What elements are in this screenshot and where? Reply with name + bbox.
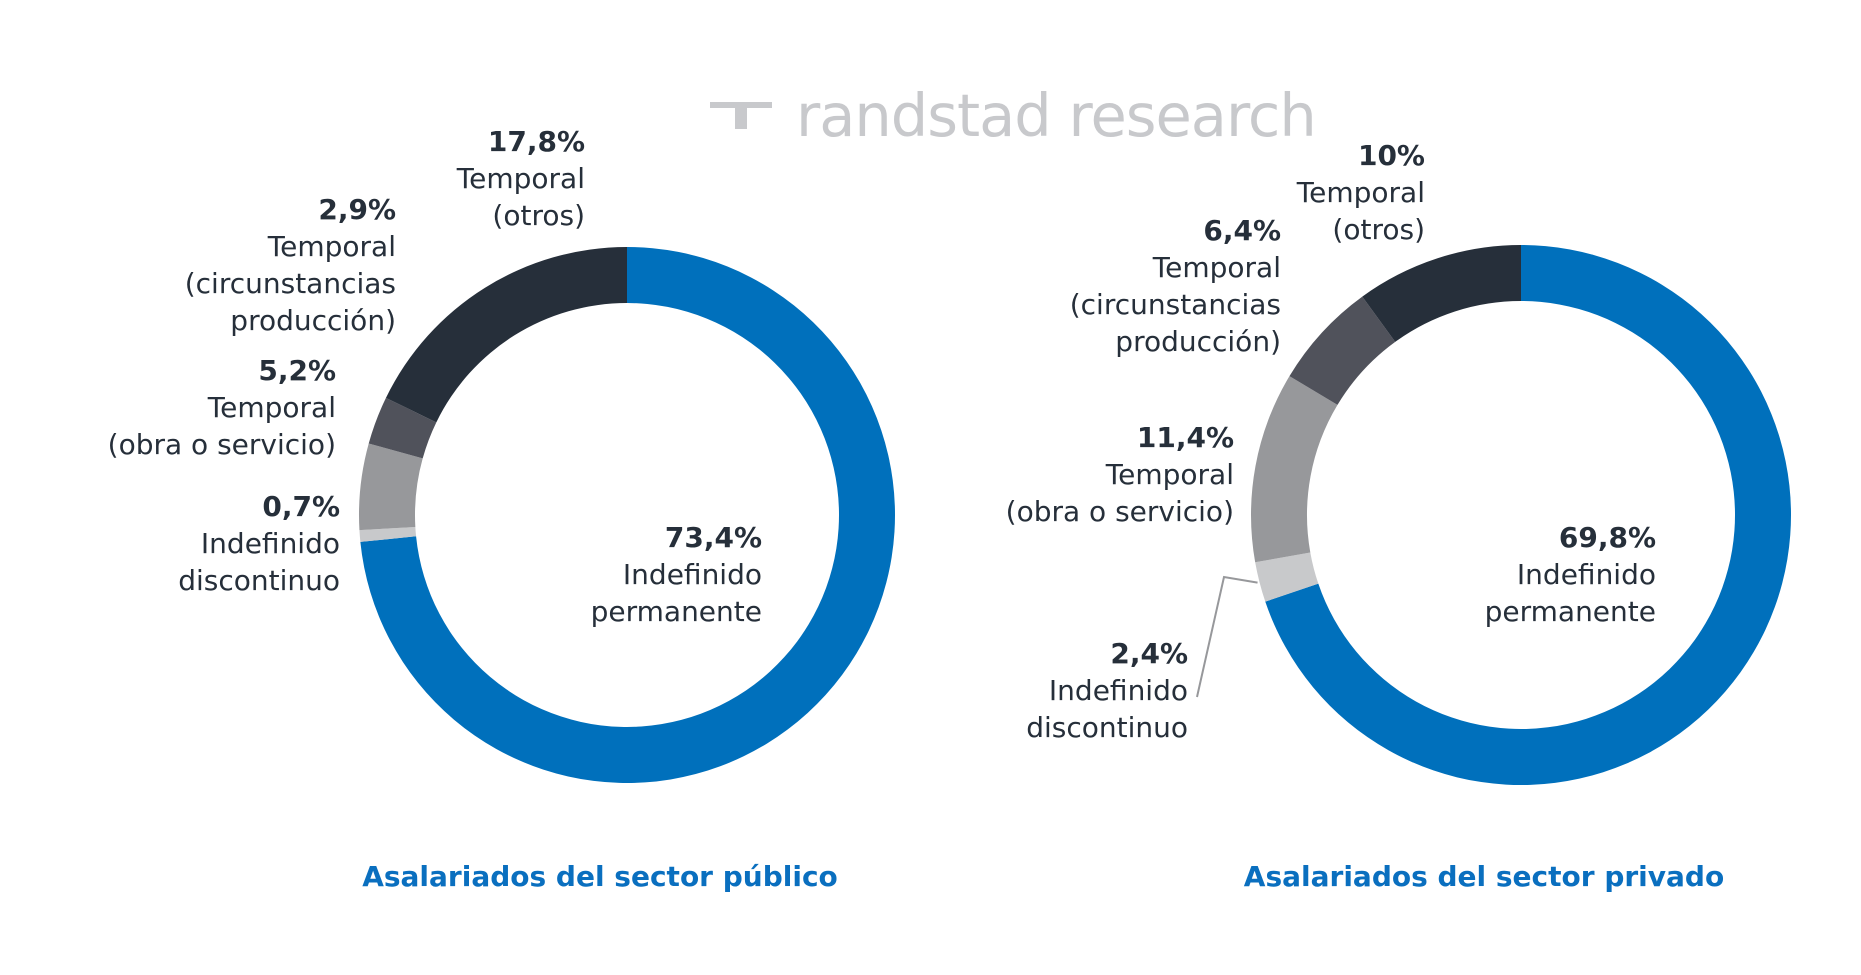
chart-title: Asalariados del sector público [362, 860, 838, 893]
label-value: 6,4% [1203, 214, 1281, 247]
logo-text: randstad research [796, 81, 1317, 150]
slice-indefinido-discontinuo [359, 526, 417, 542]
label-text-line: permanente [1485, 595, 1656, 628]
slice-temporal-obra-servicio [1250, 376, 1338, 563]
label-value: 69,8% [1559, 521, 1656, 554]
label-text-line: Indefinido [1049, 674, 1188, 707]
label-temporal-otros: 10% Temporal (otros) [1296, 139, 1425, 246]
label-indefinido-permanente: 73,4% Indefinido permanente [591, 521, 762, 628]
randstad-logo: randstad research [708, 81, 1317, 150]
label-temporal-otros: 17,8% Temporal (otros) [456, 125, 585, 232]
label-temporal-circunstancias: 2,9% Temporal (circunstancias producción) [185, 193, 396, 337]
label-text-line: Indefinido [201, 527, 340, 560]
slice-temporal-otros [1362, 245, 1521, 342]
label-value: 73,4% [665, 521, 762, 554]
label-text-line: Indefinido [1517, 558, 1656, 591]
label-indefinido-permanente: 69,8% Indefinido permanente [1485, 521, 1656, 628]
label-temporal-obra-servicio: 11,4% Temporal (obra o servicio) [1006, 421, 1234, 528]
label-text-line: permanente [591, 595, 762, 628]
label-text-line: Temporal [1296, 176, 1425, 209]
label-text-line: Temporal [1152, 251, 1281, 284]
label-text-line: Temporal [207, 391, 336, 424]
slice-indefinido-discontinuo [1255, 552, 1319, 602]
label-text-line: Temporal [267, 230, 396, 263]
label-value: 11,4% [1137, 421, 1234, 454]
donut-chart-privado: 69,8% Indefinido permanente 2,4% Indefinido d… [1006, 139, 1791, 893]
label-value: 5,2% [258, 354, 336, 387]
donut-chart-publico: 73,4% Indefinido permanente 0,7% Indefinido d… [108, 125, 895, 893]
label-text-line: (circunstancias [1070, 288, 1281, 321]
slice-temporal-otros [385, 247, 627, 423]
label-value: 2,9% [318, 193, 396, 226]
leader-line [1196, 575, 1258, 698]
slice-temporal-circunstancias [1289, 296, 1396, 405]
label-value: 0,7% [262, 490, 340, 523]
slice-temporal-circunstancias [368, 397, 437, 459]
label-text-line: Temporal [1105, 458, 1234, 491]
label-text-line: (obra o servicio) [108, 428, 336, 461]
label-text-line: discontinuo [178, 564, 340, 597]
label-text-line: (obra o servicio) [1006, 495, 1234, 528]
label-text-line: (otros) [492, 199, 585, 232]
label-temporal-obra-servicio: 5,2% Temporal (obra o servicio) [108, 354, 336, 461]
label-value: 10% [1358, 139, 1425, 172]
chart-title: Asalariados del sector privado [1244, 860, 1724, 893]
label-text-line: (otros) [1332, 213, 1425, 246]
label-value: 2,4% [1110, 637, 1188, 670]
label-text-line: producción) [230, 304, 396, 337]
label-value: 17,8% [488, 125, 585, 158]
label-text-line: producción) [1115, 325, 1281, 358]
slice-temporal-obra-servicio [359, 443, 423, 531]
label-indefinido-discontinuo: 2,4% Indefinido discontinuo [1026, 637, 1188, 744]
label-text-line: (circunstancias [185, 267, 396, 300]
label-indefinido-discontinuo: 0,7% Indefinido discontinuo [178, 490, 340, 597]
randstad-logo-icon [710, 101, 772, 129]
label-text-line: discontinuo [1026, 711, 1188, 744]
label-text-line: Temporal [456, 162, 585, 195]
label-text-line: Indefinido [623, 558, 762, 591]
label-temporal-circunstancias: 6,4% Temporal (circunstancias producción) [1070, 214, 1281, 358]
